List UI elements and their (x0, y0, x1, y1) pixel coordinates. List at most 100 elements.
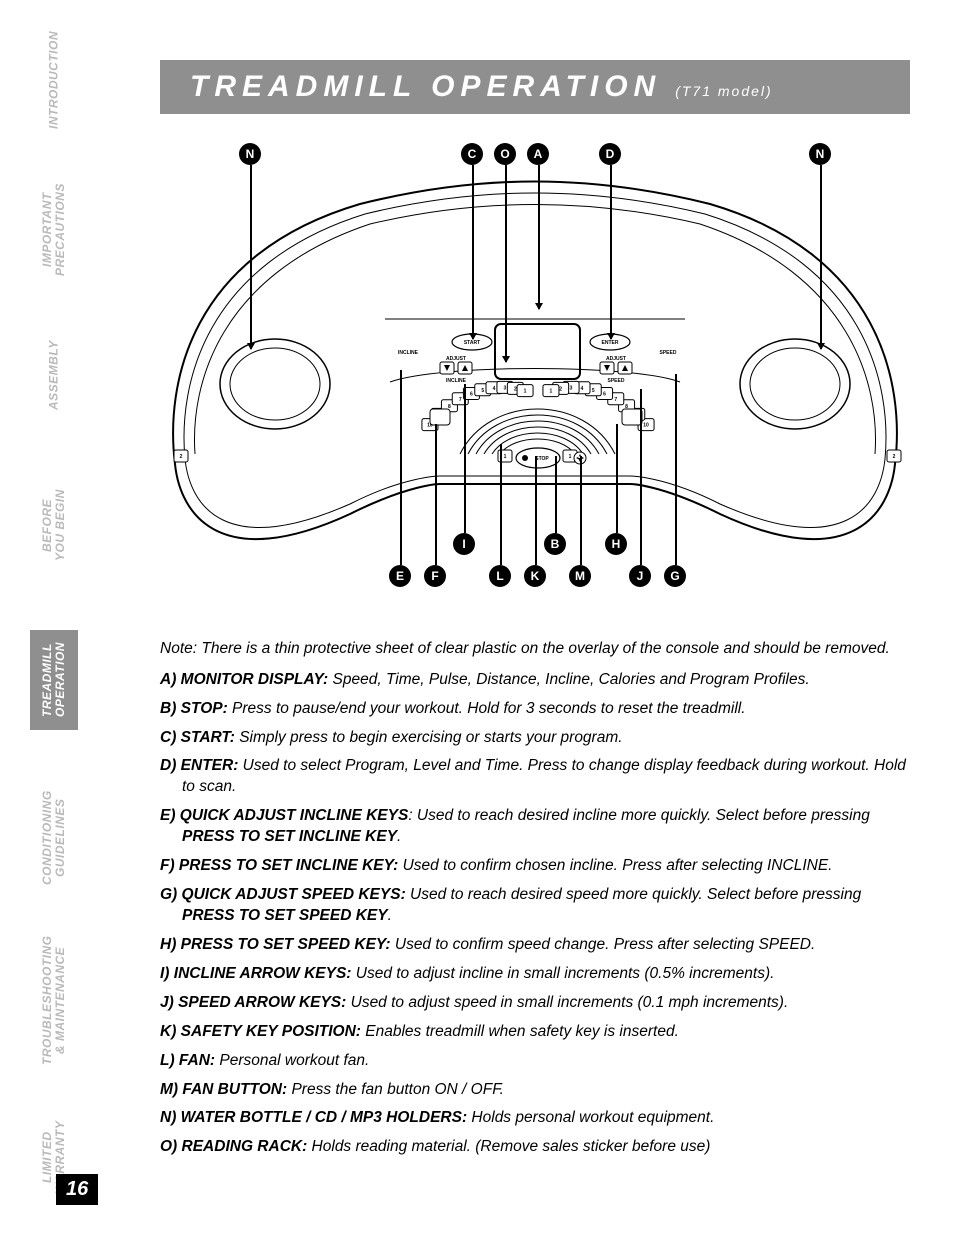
callout-H: H (605, 533, 627, 555)
main-content: TREADMILL OPERATION (T71 model) (160, 60, 910, 1166)
definition-key: L) FAN: (160, 1052, 215, 1069)
definition-key: G) QUICK ADJUST SPEED KEYS: (160, 886, 406, 903)
sidebar-tab: BEFORE YOU BEGIN (30, 475, 78, 575)
callout-N: N (809, 143, 831, 165)
leader-line (610, 165, 612, 339)
adjust-label-r: ADJUST (606, 356, 626, 362)
callout-J: J (629, 565, 651, 587)
definition-desc: Personal workout fan. (215, 1052, 369, 1069)
leader-line (640, 389, 642, 565)
definition-item: H) PRESS TO SET SPEED KEY: Used to confi… (160, 935, 910, 956)
definition-desc: Holds personal workout equipment. (467, 1109, 714, 1126)
svg-text:1: 1 (569, 454, 572, 460)
leader-line (820, 165, 822, 349)
svg-text:4: 4 (493, 386, 496, 392)
leader-line (464, 384, 466, 533)
leader-line (580, 456, 582, 565)
sidebar-tab: TROUBLESHOOTING & MAINTENANCE (30, 935, 78, 1065)
definition-item: N) WATER BOTTLE / CD / MP3 HOLDERS: Hold… (160, 1108, 910, 1129)
definition-desc: Used to adjust speed in small increments… (346, 994, 788, 1011)
callout-M: M (569, 565, 591, 587)
leader-line (250, 165, 252, 349)
definition-item: G) QUICK ADJUST SPEED KEYS: Used to reac… (160, 885, 910, 927)
sidebar-tab: CONDITIONING GUIDELINES (30, 780, 78, 895)
definition-item: F) PRESS TO SET INCLINE KEY: Used to con… (160, 856, 910, 877)
definition-desc: Holds reading material. (Remove sales st… (307, 1138, 710, 1155)
definition-key: O) READING RACK: (160, 1138, 307, 1155)
definition-key: E) QUICK ADJUST INCLINE KEYS (160, 807, 408, 824)
svg-text:7: 7 (614, 397, 617, 403)
definition-desc: Used to adjust incline in small incremen… (351, 965, 774, 982)
definition-item: B) STOP: Press to pause/end your workout… (160, 699, 910, 720)
callout-F: F (424, 565, 446, 587)
page-title: TREADMILL OPERATION (190, 70, 661, 104)
callout-B: B (544, 533, 566, 555)
definition-item: K) SAFETY KEY POSITION: Enables treadmil… (160, 1022, 910, 1043)
callout-K: K (524, 565, 546, 587)
definition-desc: Speed, Time, Pulse, Distance, Incline, C… (328, 671, 809, 688)
callout-D: D (599, 143, 621, 165)
sidebar-tab: TREADMILL OPERATION (30, 630, 78, 730)
callout-I: I (453, 533, 475, 555)
definition-desc: Used to confirm speed change. Press afte… (391, 936, 816, 953)
callout-N: N (239, 143, 261, 165)
definition-item: A) MONITOR DISPLAY: Speed, Time, Pulse, … (160, 670, 910, 691)
svg-text:2: 2 (559, 386, 562, 392)
callout-L: L (489, 565, 511, 587)
svg-text:2: 2 (180, 454, 183, 460)
callout-O: O (494, 143, 516, 165)
definition-desc: Simply press to begin exercising or star… (235, 729, 623, 746)
definition-desc: Press the fan button ON / OFF. (287, 1081, 504, 1098)
definition-item: C) START: Simply press to begin exercisi… (160, 728, 910, 749)
definition-key: A) MONITOR DISPLAY: (160, 671, 328, 688)
page-number: 16 (56, 1174, 98, 1205)
leader-line (472, 165, 474, 339)
sidebar-tab: IMPORTANT PRECAUTIONS (30, 175, 78, 285)
leader-line (616, 424, 618, 533)
svg-text:2: 2 (514, 386, 517, 392)
leader-line (538, 165, 540, 309)
definition-key: H) PRESS TO SET SPEED KEY: (160, 936, 391, 953)
svg-text:5: 5 (592, 388, 595, 394)
leader-line (675, 374, 677, 565)
sidebar-tabs: INTRODUCTIONIMPORTANT PRECAUTIONSASSEMBL… (0, 0, 78, 1235)
definition-item: O) READING RACK: Holds reading material.… (160, 1137, 910, 1158)
svg-text:5: 5 (481, 388, 484, 394)
callout-C: C (461, 143, 483, 165)
leader-line (400, 370, 402, 565)
start-label: START (464, 340, 480, 346)
svg-text:3: 3 (504, 385, 507, 391)
svg-text:1: 1 (524, 389, 527, 395)
enter-label: ENTER (602, 340, 619, 346)
definition-key: K) SAFETY KEY POSITION: (160, 1023, 361, 1040)
svg-text:6: 6 (470, 391, 473, 397)
definition-item: M) FAN BUTTON: Press the fan button ON /… (160, 1080, 910, 1101)
definition-desc: Press to pause/end your workout. Hold fo… (228, 700, 746, 717)
overlay-note: Note: There is a thin protective sheet o… (160, 638, 910, 660)
sidebar-tab: INTRODUCTION (30, 30, 78, 130)
page-subtitle: (T71 model) (675, 83, 772, 99)
definition-desc: Used to select Program, Level and Time. … (182, 757, 906, 795)
leader-line (500, 444, 502, 565)
callout-E: E (389, 565, 411, 587)
svg-text:1: 1 (504, 454, 507, 460)
svg-text:10: 10 (643, 423, 649, 429)
leader-line (435, 424, 437, 565)
stop-label: STOP (535, 456, 549, 462)
definition-item: D) ENTER: Used to select Program, Level … (160, 756, 910, 798)
definition-item: L) FAN: Personal workout fan. (160, 1051, 910, 1072)
definition-key: F) PRESS TO SET INCLINE KEY: (160, 857, 398, 874)
console-diagram: START ENTER ADJUST INCLINE A (160, 134, 910, 624)
callout-G: G (664, 565, 686, 587)
definition-key: B) STOP: (160, 700, 228, 717)
svg-text:6: 6 (603, 391, 606, 397)
svg-text:7: 7 (459, 397, 462, 403)
definition-key: I) INCLINE ARROW KEYS: (160, 965, 351, 982)
svg-text:1: 1 (550, 389, 553, 395)
definition-desc: Enables treadmill when safety key is ins… (361, 1023, 679, 1040)
definition-item: J) SPEED ARROW KEYS: Used to adjust spee… (160, 993, 910, 1014)
definition-key: D) ENTER: (160, 757, 238, 774)
definition-item: I) INCLINE ARROW KEYS: Used to adjust in… (160, 964, 910, 985)
definition-key: N) WATER BOTTLE / CD / MP3 HOLDERS: (160, 1109, 467, 1126)
leader-line (535, 456, 537, 565)
